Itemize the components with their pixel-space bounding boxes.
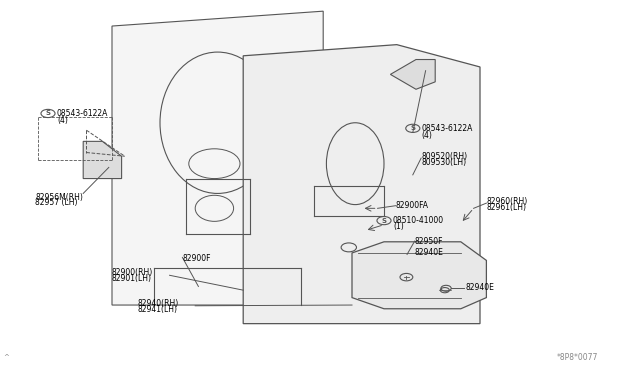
Text: 82900F: 82900F — [182, 254, 211, 263]
Polygon shape — [243, 45, 480, 324]
Text: (4): (4) — [57, 116, 68, 125]
Polygon shape — [390, 60, 435, 89]
Text: 08543-6122A: 08543-6122A — [421, 124, 472, 133]
Text: (4): (4) — [421, 131, 432, 140]
Polygon shape — [352, 242, 486, 309]
Text: 82940E: 82940E — [415, 248, 444, 257]
Text: 82940(RH): 82940(RH) — [138, 299, 179, 308]
Text: *8P8*0077: *8P8*0077 — [557, 353, 598, 362]
Text: 82900(RH): 82900(RH) — [112, 268, 153, 277]
Text: ^: ^ — [3, 354, 9, 360]
Text: 82940E: 82940E — [466, 283, 495, 292]
Text: 82901(LH): 82901(LH) — [112, 274, 152, 283]
Text: 08510-41000: 08510-41000 — [393, 216, 444, 225]
Text: 82900FA: 82900FA — [396, 201, 429, 210]
Text: 82961(LH): 82961(LH) — [486, 203, 526, 212]
Text: 809520(RH): 809520(RH) — [421, 152, 467, 161]
Polygon shape — [83, 141, 122, 179]
Text: 809530(LH): 809530(LH) — [421, 158, 467, 167]
Text: S: S — [381, 218, 387, 224]
Text: 82960(RH): 82960(RH) — [486, 197, 527, 206]
Text: 08543-6122A: 08543-6122A — [57, 109, 108, 118]
Text: 82956M(RH): 82956M(RH) — [35, 193, 83, 202]
Polygon shape — [112, 11, 323, 305]
Text: 82957 (LH): 82957 (LH) — [35, 198, 77, 207]
Text: 82950F: 82950F — [415, 237, 444, 246]
Text: S: S — [45, 110, 51, 116]
Text: S: S — [410, 125, 415, 131]
Text: (1): (1) — [393, 222, 404, 231]
Text: 82941(LH): 82941(LH) — [138, 305, 178, 314]
